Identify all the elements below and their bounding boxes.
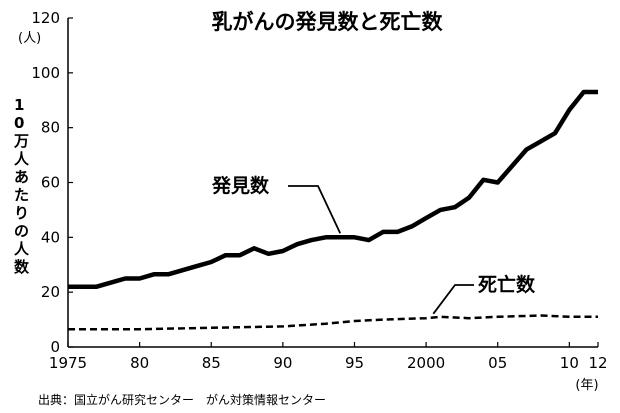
x-tick-label: 10 [560, 354, 579, 372]
y-tick-label: 20 [41, 283, 60, 301]
x-tick-label: 95 [345, 354, 364, 372]
y-tick-label: 100 [31, 64, 60, 82]
x-tick-label: 85 [202, 354, 221, 372]
y-tick-label: 40 [41, 228, 60, 246]
series-line-deaths [68, 314, 598, 331]
x-tick-label: 05 [488, 354, 507, 372]
series-group [68, 89, 598, 331]
source-note: 出典：国立がん研究センター がん対策情報センター [38, 392, 326, 407]
axes: 0 20 40 60 80 100 120 1975 80 85 90 95 2000 05 10 12 [31, 9, 607, 372]
x-axis-unit: (年) [575, 378, 598, 393]
series-line-detected [68, 89, 598, 289]
x-tick-label: 1975 [49, 354, 87, 372]
series-label-deaths: 死亡数 [478, 273, 536, 296]
y-tick-label: 0 [50, 338, 60, 356]
x-tick-label: 90 [273, 354, 292, 372]
y-axis-unit: (人) [18, 31, 41, 46]
chart-title: 乳がんの発見数と死亡数 [212, 10, 444, 34]
y-tick-label: 120 [31, 9, 60, 27]
x-tick-label: 2000 [407, 354, 445, 372]
y-tick-label: 80 [41, 119, 60, 137]
leader-line-deaths [432, 284, 474, 315]
leader-line-detected [288, 185, 342, 234]
y-tick-label: 60 [41, 174, 60, 192]
series-label-detected: 発見数 [211, 174, 270, 197]
x-tick-label: 12 [588, 354, 607, 372]
x-tick-label: 80 [130, 354, 149, 372]
y-axis-label: 1 0 万人あたりの人数 [13, 96, 30, 276]
